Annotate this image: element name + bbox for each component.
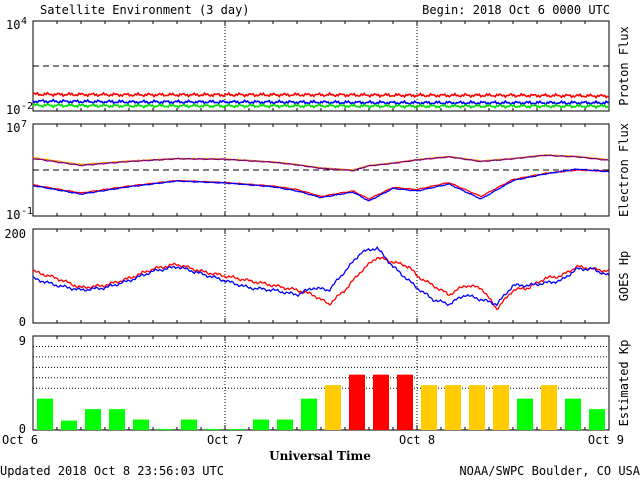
kp-bar [229, 428, 245, 430]
begin-time: Begin: 2018 Oct 6 0000 UTC [422, 3, 610, 17]
kp-bar [589, 409, 605, 430]
electron-series-3 [32, 168, 610, 202]
updated-timestamp: Updated 2018 Oct 8 23:56:03 UTC [0, 464, 224, 478]
x-axis-ticks: Oct 6 Oct 7 Oct 8 Oct 9 [2, 433, 624, 447]
proton-ylabel: Proton Flux [617, 26, 631, 105]
kp-bar [133, 419, 149, 430]
x-tick-label: Oct 8 [399, 433, 435, 447]
kp-bar [253, 419, 269, 430]
estimated-kp-panel: 9 0 Estimated Kp [19, 334, 631, 436]
electron-ytick-label: 10 [6, 121, 20, 135]
proton-ytick-exp: -2 [21, 101, 33, 112]
proton-ytick-exp: 4 [21, 16, 27, 27]
kp-bar [85, 409, 101, 430]
x-tick-label: Oct 7 [207, 433, 243, 447]
kp-bar [469, 385, 485, 430]
kp-bar [397, 374, 413, 430]
kp-bar [421, 385, 437, 430]
kp-bar [157, 428, 173, 430]
proton-ytick-label: 10 [6, 18, 20, 32]
electron-ytick-label: 10 [6, 208, 20, 222]
kp-bar [61, 420, 77, 430]
kp-ylabel: Estimated Kp [617, 340, 631, 427]
kp-ytick-label: 0 [19, 422, 26, 436]
kp-bar [109, 409, 125, 430]
chart-title: Satellite Environment (3 day) [40, 3, 250, 17]
proton-frame [32, 20, 610, 112]
x-tick-label: Oct 9 [588, 433, 624, 447]
kp-bar [373, 374, 389, 430]
kp-bar [445, 385, 461, 430]
kp-bar [517, 398, 533, 430]
kp-bar [565, 398, 581, 430]
electron-flux-panel: 10 710 -1 Electron Flux [6, 119, 631, 222]
proton-series-0 [32, 91, 610, 100]
credit-text: NOAA/SWPC Boulder, CO USA [459, 464, 640, 478]
kp-bar [205, 428, 221, 430]
proton-ytick-label: 10 [6, 103, 20, 117]
kp-bar [349, 374, 365, 430]
kp-bar [493, 385, 509, 430]
kp-bar [325, 385, 341, 430]
goes-hp-panel: 200 0 GOES Hp [4, 227, 631, 329]
proton-series-1 [32, 98, 609, 106]
kp-bar [181, 419, 197, 430]
kp-bar [541, 385, 557, 430]
proton-series-2 [32, 102, 610, 110]
kp-bar [277, 419, 293, 430]
hp-ytick-label: 200 [4, 227, 26, 241]
kp-bar [301, 398, 317, 430]
hp-frame [32, 228, 610, 324]
kp-ytick-label: 9 [19, 334, 26, 348]
electron-series-1 [32, 154, 610, 172]
electron-series-2 [32, 168, 610, 200]
electron-frame [32, 123, 610, 217]
hp-series-1 [32, 246, 610, 307]
electron-ylabel: Electron Flux [617, 123, 631, 217]
electron-ytick-exp: -1 [21, 206, 33, 217]
x-tick-label: Oct 6 [2, 433, 38, 447]
electron-ytick-exp: 7 [21, 119, 27, 130]
hp-ylabel: GOES Hp [617, 251, 631, 302]
hp-ytick-label: 0 [19, 315, 26, 329]
hp-series-0 [32, 256, 610, 311]
x-axis-label: Universal Time [269, 449, 371, 463]
kp-bar [37, 398, 53, 430]
